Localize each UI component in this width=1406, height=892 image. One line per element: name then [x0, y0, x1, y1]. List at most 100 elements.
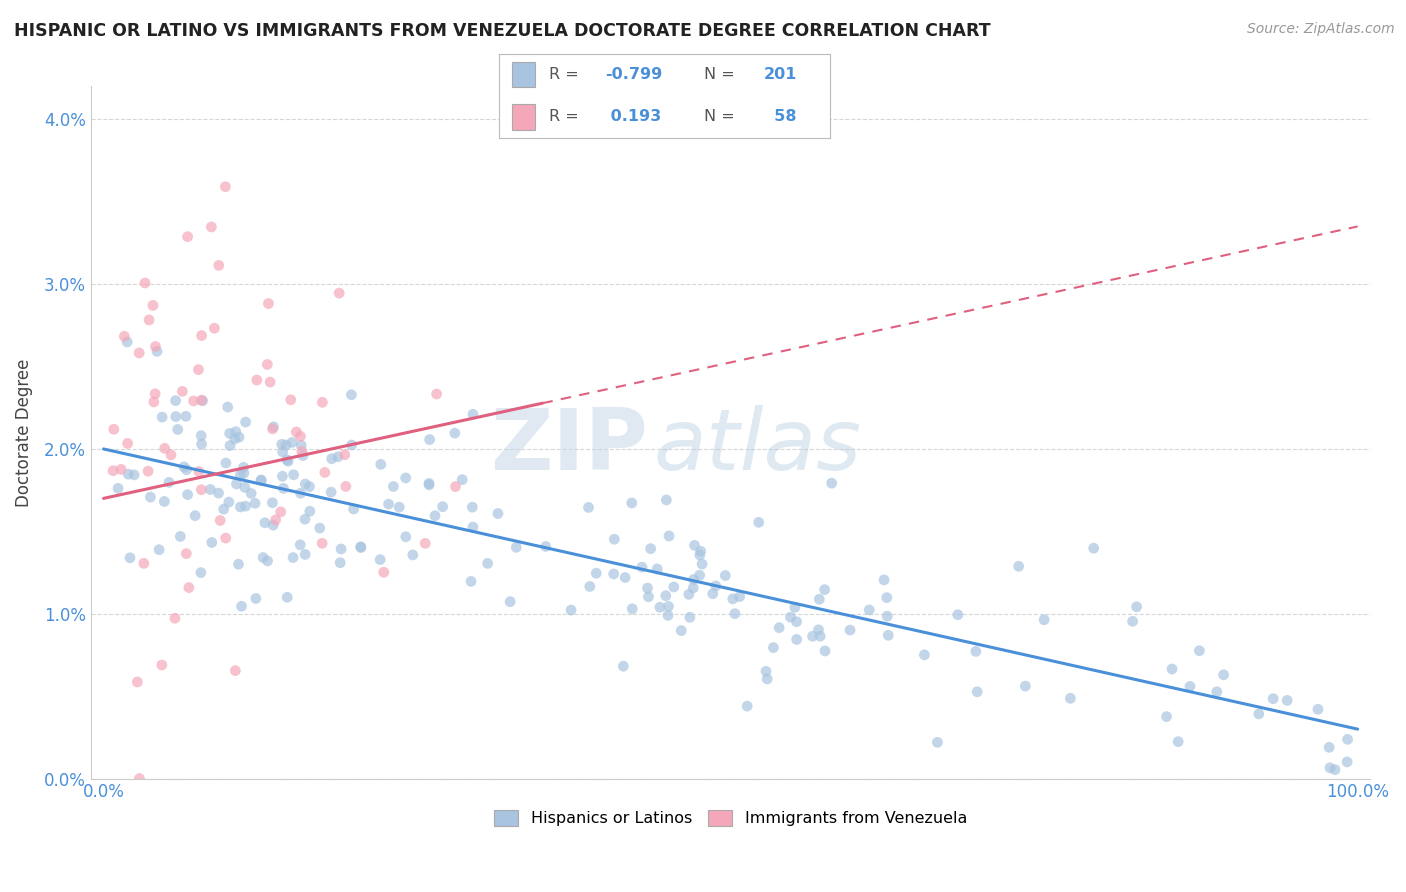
Point — [157, 475, 180, 490]
Point — [388, 500, 411, 515]
Point — [821, 476, 844, 491]
Point — [658, 529, 681, 543]
Point — [142, 298, 165, 312]
Point — [177, 581, 200, 595]
Point — [174, 409, 197, 424]
Point — [285, 425, 308, 439]
Point — [298, 480, 321, 494]
Point — [382, 479, 405, 493]
FancyBboxPatch shape — [512, 104, 536, 130]
Point — [614, 570, 637, 584]
Point — [1167, 734, 1189, 748]
Point — [432, 500, 454, 514]
Point — [225, 425, 247, 439]
Point — [276, 452, 298, 467]
Point — [461, 407, 484, 421]
Point — [655, 492, 678, 507]
Point — [160, 448, 183, 462]
Point — [253, 516, 276, 530]
Point — [1156, 709, 1178, 723]
Point — [460, 574, 482, 589]
Point — [477, 557, 499, 571]
Point — [1212, 668, 1234, 682]
Point — [756, 672, 779, 686]
Point — [252, 550, 274, 565]
Point — [153, 494, 176, 508]
Point — [270, 505, 292, 519]
Point — [245, 591, 267, 606]
Point — [281, 435, 304, 450]
Point — [786, 615, 808, 629]
Point — [807, 623, 830, 637]
Point — [232, 460, 254, 475]
Point — [207, 486, 229, 500]
Point — [671, 624, 693, 638]
Text: HISPANIC OR LATINO VS IMMIGRANTS FROM VENEZUELA DOCTORATE DEGREE CORRELATION CHA: HISPANIC OR LATINO VS IMMIGRANTS FROM VE… — [14, 22, 991, 40]
Point — [165, 409, 187, 424]
Point — [1275, 693, 1298, 707]
Point — [138, 313, 160, 327]
Point — [128, 772, 150, 786]
Point — [1178, 680, 1201, 694]
Point — [585, 566, 607, 581]
Point — [163, 611, 186, 625]
Point — [214, 179, 236, 194]
Point — [200, 219, 222, 234]
Point — [876, 609, 898, 624]
Point — [637, 590, 659, 604]
Point — [689, 568, 711, 582]
Point — [444, 480, 467, 494]
Point — [233, 480, 256, 494]
Point — [461, 520, 484, 534]
Point — [1014, 679, 1036, 693]
Point — [683, 538, 706, 552]
Point — [657, 608, 679, 623]
Point — [1317, 740, 1340, 755]
Point — [762, 640, 785, 655]
Point — [127, 675, 149, 690]
Point — [1319, 761, 1341, 775]
Point — [702, 587, 724, 601]
Point — [786, 632, 808, 647]
Point — [1263, 691, 1285, 706]
Point — [326, 450, 349, 464]
Point — [294, 477, 316, 491]
Point — [224, 432, 246, 446]
Point — [877, 628, 900, 642]
Point — [1306, 702, 1329, 716]
Point — [340, 438, 363, 452]
Point — [657, 599, 679, 614]
Point — [946, 607, 969, 622]
Point — [191, 393, 214, 408]
Point — [118, 550, 141, 565]
Point — [319, 485, 342, 500]
Point — [277, 454, 299, 468]
Point — [246, 373, 269, 387]
Text: R =: R = — [548, 67, 583, 82]
Point — [679, 610, 702, 624]
Point — [486, 507, 509, 521]
Point — [1188, 643, 1211, 657]
Point — [330, 541, 353, 556]
Point — [219, 439, 242, 453]
Point — [377, 497, 399, 511]
Point — [263, 420, 285, 434]
Point — [648, 600, 671, 615]
Point — [259, 375, 281, 389]
Point — [1059, 691, 1081, 706]
Point — [721, 591, 744, 606]
Point — [689, 544, 711, 558]
Point — [690, 557, 713, 571]
Point — [402, 548, 425, 562]
Point — [200, 483, 222, 497]
Point — [107, 481, 129, 495]
Point — [128, 346, 150, 360]
Point — [176, 229, 198, 244]
Point — [271, 469, 294, 483]
Point — [1205, 685, 1227, 699]
Point — [689, 548, 711, 562]
Point — [413, 536, 436, 550]
Text: ZIP: ZIP — [489, 405, 647, 488]
Point — [779, 610, 801, 624]
Point — [298, 504, 321, 518]
